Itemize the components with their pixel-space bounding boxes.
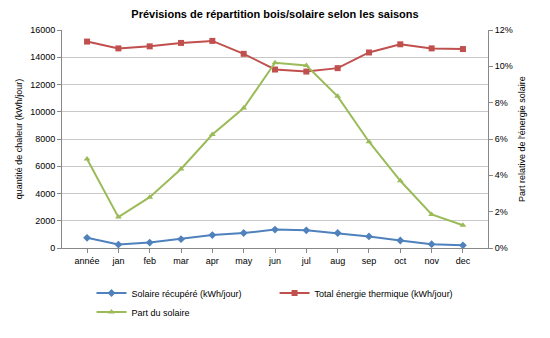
svg-text:nov: nov [424, 256, 439, 266]
svg-text:jul: jul [301, 256, 311, 266]
svg-text:mar: mar [173, 256, 189, 266]
svg-text:dec: dec [456, 256, 471, 266]
svg-text:14000: 14000 [30, 52, 55, 62]
svg-text:4%: 4% [495, 170, 508, 180]
svg-text:Part du solaire: Part du solaire [132, 308, 190, 318]
svg-text:0: 0 [50, 243, 55, 253]
svg-text:année: année [75, 256, 100, 266]
svg-text:apr: apr [206, 256, 219, 266]
svg-text:jan: jan [111, 256, 124, 266]
svg-text:8%: 8% [495, 98, 508, 108]
svg-text:Solaire récupéré (kWh/jour): Solaire récupéré (kWh/jour) [132, 289, 242, 299]
svg-text:12%: 12% [495, 25, 513, 35]
svg-text:0%: 0% [495, 243, 508, 253]
svg-text:Total énergie thermique (kWh/j: Total énergie thermique (kWh/jour) [315, 289, 453, 299]
svg-text:10000: 10000 [30, 107, 55, 117]
svg-text:10%: 10% [495, 61, 513, 71]
svg-text:Part relative de l'énergie sol: Part relative de l'énergie solaire [517, 76, 527, 202]
svg-text:4000: 4000 [35, 189, 55, 199]
svg-text:6%: 6% [495, 134, 508, 144]
svg-text:feb: feb [143, 256, 156, 266]
svg-text:2%: 2% [495, 207, 508, 217]
svg-text:Prévisions de répartition bois: Prévisions de répartition bois/solaire s… [131, 8, 418, 20]
svg-text:oct: oct [394, 256, 407, 266]
svg-text:2000: 2000 [35, 216, 55, 226]
svg-text:quantité de chaleur (kWh/jour): quantité de chaleur (kWh/jour) [14, 79, 24, 200]
svg-text:sep: sep [362, 256, 377, 266]
svg-text:8000: 8000 [35, 134, 55, 144]
svg-text:6000: 6000 [35, 161, 55, 171]
svg-text:16000: 16000 [30, 25, 55, 35]
svg-text:aug: aug [330, 256, 345, 266]
svg-text:may: may [235, 256, 253, 266]
svg-text:12000: 12000 [30, 80, 55, 90]
svg-text:jun: jun [268, 256, 281, 266]
